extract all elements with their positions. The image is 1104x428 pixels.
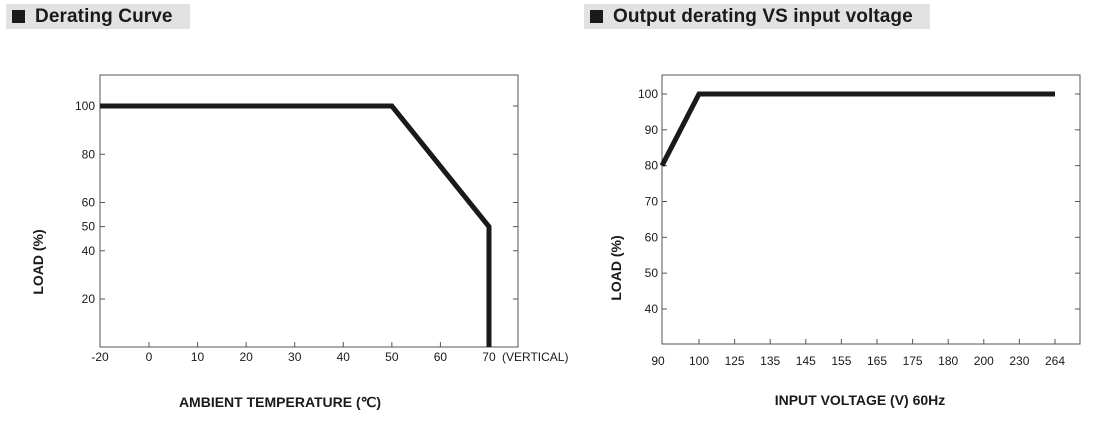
x-tick-label: 0 [146,350,153,364]
y-tick-label: 80 [82,147,96,161]
input-derating-title: Output derating VS input voltage [584,4,930,29]
x-tick-label: 40 [337,350,351,364]
y-tick-label: 50 [645,266,659,280]
title-square-icon [590,10,603,23]
x-tick-label: 100 [689,354,709,368]
x-tick-label: 10 [191,350,205,364]
y-tick-label: 60 [82,196,96,210]
y-tick-label: 100 [75,99,95,113]
x-tick-label: 165 [867,354,887,368]
x-axis-title: INPUT VOLTAGE (V) 60Hz [775,392,946,408]
voltage-derating-chart: 40 50 60 70 80 90 100 90 100 125 135 145 155 165 175 1… [608,74,1081,408]
y-axis-title: LOAD (%) [608,235,624,300]
x-tick-label: 230 [1009,354,1029,368]
x-tick-label: 145 [796,354,816,368]
title-square-icon [12,10,25,23]
y-tick-label: 100 [638,87,658,101]
y-tick-label: 40 [82,244,96,258]
y-tick-label: 90 [645,123,659,137]
x-tick-label: 264 [1045,354,1065,368]
temperature-derating-chart: 20 40 50 60 80 100 -20 0 10 20 30 40 50 60 70 LOAD (%… [30,74,568,410]
x-tick-label: 155 [831,354,851,368]
y-tick-label: 70 [645,195,659,209]
plot-frame [99,74,519,348]
x-tick-label: 50 [385,350,399,364]
x-axis-suffix: (VERTICAL) [502,350,568,364]
y-tick-label: 60 [645,230,659,244]
x-tick-label: 60 [434,350,448,364]
load-series-line [100,103,492,347]
x-tick-label: -20 [91,350,109,364]
x-tick-label: 30 [288,350,302,364]
x-tick-label: 20 [239,350,253,364]
plot-frame [661,74,1081,345]
y-axis-title: LOAD (%) [30,229,46,294]
x-tick-label: 180 [938,354,958,368]
y-tick-label: 80 [645,159,659,173]
x-tick-label: 125 [725,354,745,368]
input-derating-title-text: Output derating VS input voltage [613,5,913,27]
y-tick-label: 40 [645,302,659,316]
x-tick-label: 135 [760,354,780,368]
x-tick-label: 90 [651,354,665,368]
x-tick-label: 70 [482,350,496,364]
derating-curve-title: Derating Curve [6,4,190,29]
load-series-line [659,91,1055,167]
x-axis-title: AMBIENT TEMPERATURE (℃) [179,394,381,410]
x-tick-label: 175 [903,354,923,368]
y-tick-label: 50 [82,220,96,234]
x-tick-label: 200 [974,354,994,368]
derating-curve-title-text: Derating Curve [35,5,173,27]
y-tick-label: 20 [82,292,96,306]
